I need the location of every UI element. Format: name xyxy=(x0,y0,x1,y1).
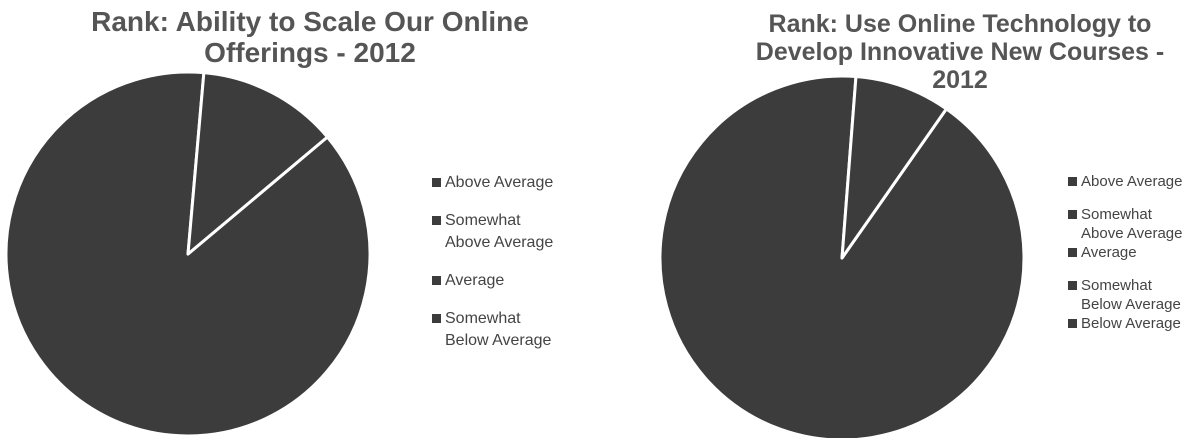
pie-chart xyxy=(658,74,1026,438)
chart-scale-online-offerings: Rank: Ability to Scale Our Online Offeri… xyxy=(0,0,590,438)
chart-innovative-new-courses: Rank: Use Online Technology to Develop I… xyxy=(600,0,1198,438)
legend-label: Somewhat Above Average xyxy=(1081,206,1183,242)
legend-swatch xyxy=(432,276,441,285)
legend-item-somewhat-below-average: Somewhat Below Average xyxy=(432,308,553,352)
chart-legend: Above Average Somewhat Above Average Ave… xyxy=(1068,172,1182,347)
legend-label: Above Average xyxy=(445,174,554,191)
pie-chart xyxy=(4,70,372,438)
legend-item-above-average: Above Average xyxy=(432,172,553,194)
legend-swatch xyxy=(1068,281,1077,290)
legend-label: Somewhat Below Average xyxy=(445,310,552,349)
chart-legend: Above Average Somewhat Above Average Ave… xyxy=(432,172,553,368)
legend-label: Average xyxy=(445,272,505,289)
legend-swatch xyxy=(1068,248,1077,257)
legend-item-somewhat-above-average: Somewhat Above Average xyxy=(1068,205,1182,243)
legend-label: Average xyxy=(1081,244,1137,261)
pie-slice-1 xyxy=(840,75,948,260)
legend-item-average: Average xyxy=(432,270,553,292)
chart-title: Rank: Ability to Scale Our Online Offeri… xyxy=(91,6,529,69)
legend-item-somewhat-below-average: Somewhat Below Average xyxy=(1068,276,1182,314)
legend-swatch xyxy=(432,216,441,225)
legend-item-somewhat-above-average: Somewhat Above Average xyxy=(432,210,553,254)
legend-item-below-average: Below Average xyxy=(1068,314,1182,333)
legend-label: Somewhat Below Average xyxy=(1081,277,1181,313)
legend-label: Below Average xyxy=(1081,315,1181,332)
legend-swatch xyxy=(1068,210,1077,219)
legend-item-average: Average xyxy=(1068,243,1182,262)
legend-label: Somewhat Above Average xyxy=(445,212,554,251)
legend-label: Above Average xyxy=(1081,173,1183,190)
legend-swatch xyxy=(432,314,441,323)
legend-item-above-average: Above Average xyxy=(1068,172,1182,191)
legend-swatch xyxy=(432,178,441,187)
pie-slice-1 xyxy=(186,71,329,256)
legend-swatch xyxy=(1068,319,1077,328)
chart-title: Rank: Use Online Technology to Develop I… xyxy=(755,10,1165,94)
legend-swatch xyxy=(1068,177,1077,186)
